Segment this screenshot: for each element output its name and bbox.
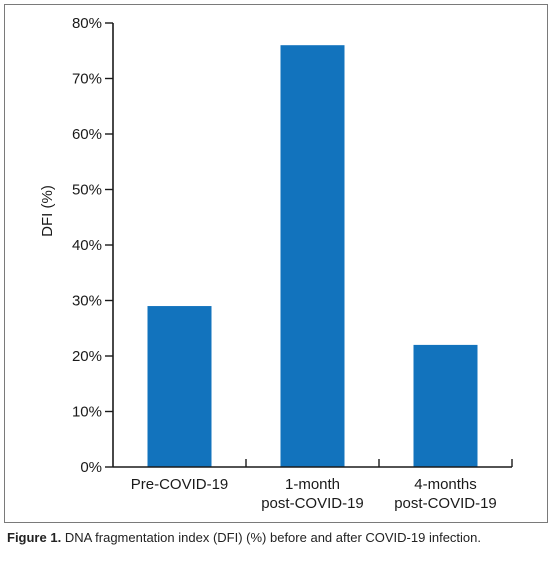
- y-tick-label: 40%: [72, 237, 102, 254]
- y-tick-label: 50%: [72, 182, 102, 199]
- x-tick-label-line: 4-months: [414, 476, 477, 493]
- y-axis-label: DFI (%): [39, 185, 56, 237]
- bar-chart: 0% 10% 20% 30% 40% 50% 60% 70% 80% Pre-COVID-19 1…: [39, 15, 513, 512]
- y-tick-label: 10%: [72, 404, 102, 421]
- x-tick-label-line: post-COVID-19: [261, 495, 364, 512]
- y-tick-label: 70%: [72, 71, 102, 88]
- figure-caption: Figure 1. DNA fragmentation index (DFI) …: [7, 529, 547, 547]
- y-tick-label: 30%: [72, 293, 102, 310]
- bar: [147, 306, 212, 467]
- bar: [280, 45, 345, 467]
- x-tick-label: Pre-COVID-19: [131, 476, 229, 493]
- x-tick-label: 4-months post-COVID-19: [394, 476, 497, 512]
- y-tick-label: 0%: [80, 459, 102, 476]
- x-tick-label: 1-month post-COVID-19: [261, 476, 364, 512]
- y-tick-label: 60%: [72, 126, 102, 143]
- x-tick-label-line: post-COVID-19: [394, 495, 497, 512]
- bar: [413, 344, 478, 467]
- y-tick-label: 80%: [72, 15, 102, 32]
- x-axis-labels: Pre-COVID-19 1-month post-COVID-194-months…: [131, 476, 497, 512]
- caption-text: DNA fragmentation index (DFI) (%) before…: [64, 530, 481, 545]
- y-axis-ticks: 0% 10% 20% 30% 40% 50% 60% 70% 80%: [72, 15, 113, 476]
- x-tick-label-line: 1-month: [285, 476, 340, 493]
- caption-label: Figure 1.: [7, 530, 62, 545]
- x-axis-ticks: [245, 459, 513, 467]
- x-tick-label-line: Pre-COVID-19: [131, 476, 229, 493]
- bars: [147, 45, 478, 467]
- y-tick-label: 20%: [72, 348, 102, 365]
